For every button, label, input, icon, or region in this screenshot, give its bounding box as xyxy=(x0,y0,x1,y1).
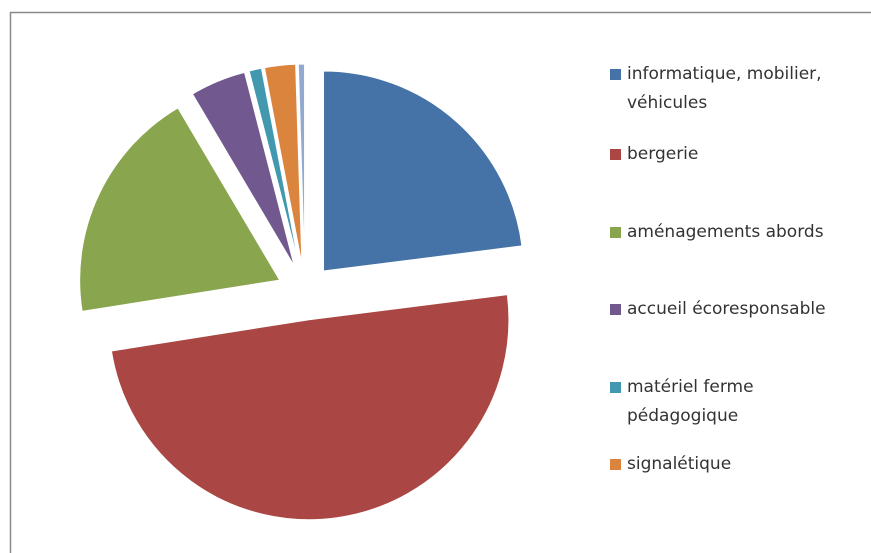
legend-label: signalétique xyxy=(627,454,732,474)
pie-slice xyxy=(248,67,300,265)
pie-slice xyxy=(110,294,510,521)
pie-slice xyxy=(191,71,295,267)
legend-label: aménagements abords xyxy=(627,222,824,242)
legend-swatch xyxy=(610,382,621,393)
legend-item: bergerie xyxy=(610,140,862,169)
pie-slice xyxy=(263,63,303,265)
legend-swatch xyxy=(610,459,621,470)
pie-slice xyxy=(297,63,306,265)
legend-item: matériel ferme pédagogique xyxy=(610,373,862,431)
legend-item: informatique, mobilier, véhicules xyxy=(610,60,862,118)
legend-label: matériel ferme pédagogique xyxy=(627,377,754,426)
chart-frame xyxy=(9,11,871,553)
legend-label: accueil écoresponsable xyxy=(627,299,826,319)
legend-swatch xyxy=(610,69,621,80)
legend-swatch xyxy=(610,227,621,238)
pie-slice xyxy=(323,70,523,272)
legend-label: bergerie xyxy=(627,144,699,164)
legend-swatch xyxy=(610,304,621,315)
pie-slice xyxy=(79,107,281,312)
legend-swatch xyxy=(610,149,621,160)
legend-item: accueil écoresponsable xyxy=(610,295,862,324)
legend-item: aménagements abords xyxy=(610,218,862,247)
legend-item: signalétique xyxy=(610,450,862,479)
legend-label: informatique, mobilier, véhicules xyxy=(627,64,822,113)
